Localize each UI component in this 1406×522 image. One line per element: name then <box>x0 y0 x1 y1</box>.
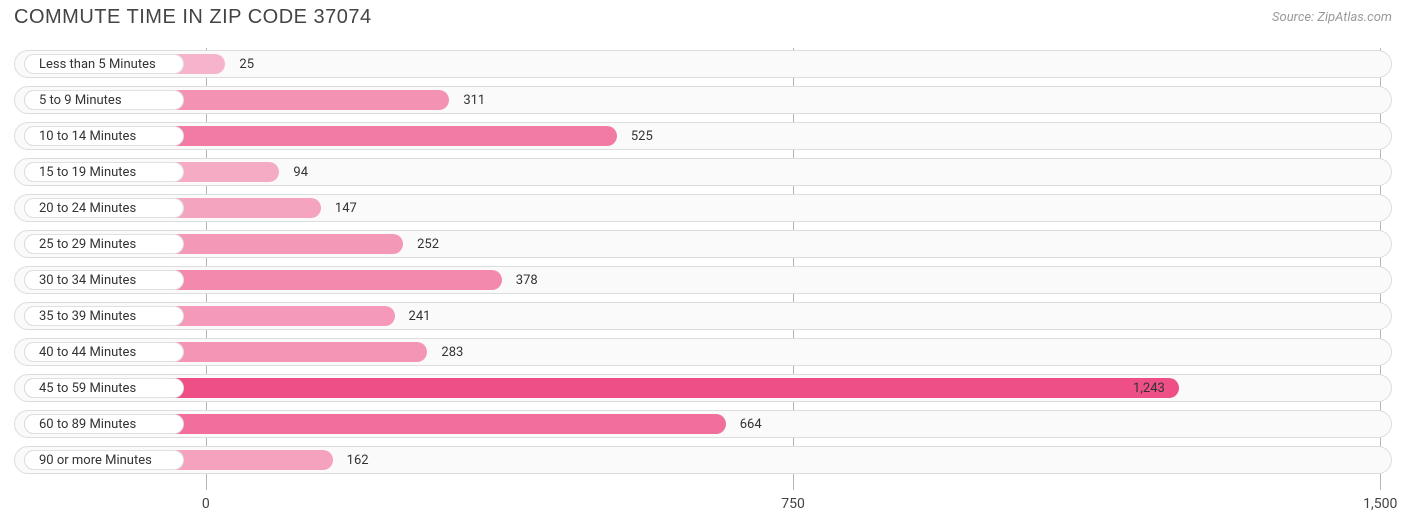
value-label: 162 <box>347 450 369 470</box>
bar-row: 60 to 89 Minutes 664 <box>14 408 1392 440</box>
value-label: 311 <box>463 90 485 110</box>
category-pill: 90 or more Minutes <box>24 450 184 470</box>
bar-row: 45 to 59 Minutes 1,243 <box>14 372 1392 404</box>
value-label: 94 <box>293 162 308 182</box>
category-pill: 10 to 14 Minutes <box>24 126 184 146</box>
value-label: 241 <box>409 306 431 326</box>
bar-row: 40 to 44 Minutes 283 <box>14 336 1392 368</box>
value-label: 147 <box>335 198 357 218</box>
value-label: 664 <box>740 414 762 434</box>
bar <box>24 378 1179 398</box>
value-label: 1,243 <box>1133 378 1165 398</box>
bar-row: 10 to 14 Minutes 525 <box>14 120 1392 152</box>
chart-container: COMMUTE TIME IN ZIP CODE 37074 Source: Z… <box>0 0 1406 522</box>
value-label: 525 <box>631 126 653 146</box>
category-pill: 40 to 44 Minutes <box>24 342 184 362</box>
axis-tick-label: 750 <box>781 496 805 512</box>
category-pill: 5 to 9 Minutes <box>24 90 184 110</box>
bar-row: 35 to 39 Minutes 241 <box>14 300 1392 332</box>
bar-row: 25 to 29 Minutes 252 <box>14 228 1392 260</box>
value-label: 283 <box>441 342 463 362</box>
category-pill: 60 to 89 Minutes <box>24 414 184 434</box>
value-label: 25 <box>239 54 254 74</box>
category-pill: 25 to 29 Minutes <box>24 234 184 254</box>
bar-row: 15 to 19 Minutes 94 <box>14 156 1392 188</box>
bar-row: 30 to 34 Minutes 378 <box>14 264 1392 296</box>
axis-tick-label: 1,500 <box>1363 496 1397 512</box>
chart-source: Source: ZipAtlas.com <box>1272 10 1392 25</box>
category-pill: 35 to 39 Minutes <box>24 306 184 326</box>
bar-row: 5 to 9 Minutes 311 <box>14 84 1392 116</box>
value-label: 252 <box>417 234 439 254</box>
bar-row: 90 or more Minutes 162 <box>14 444 1392 476</box>
plot-area: Less than 5 Minutes 25 5 to 9 Minutes 311 10… <box>14 48 1392 490</box>
bar-row: 20 to 24 Minutes 147 <box>14 192 1392 224</box>
axis-tick-label: 0 <box>202 496 210 512</box>
category-pill: 15 to 19 Minutes <box>24 162 184 182</box>
value-label: 378 <box>516 270 538 290</box>
chart-title: COMMUTE TIME IN ZIP CODE 37074 <box>14 6 372 29</box>
category-pill: Less than 5 Minutes <box>24 54 184 74</box>
category-pill: 45 to 59 Minutes <box>24 378 184 398</box>
category-pill: 30 to 34 Minutes <box>24 270 184 290</box>
category-pill: 20 to 24 Minutes <box>24 198 184 218</box>
bar-row: Less than 5 Minutes 25 <box>14 48 1392 80</box>
